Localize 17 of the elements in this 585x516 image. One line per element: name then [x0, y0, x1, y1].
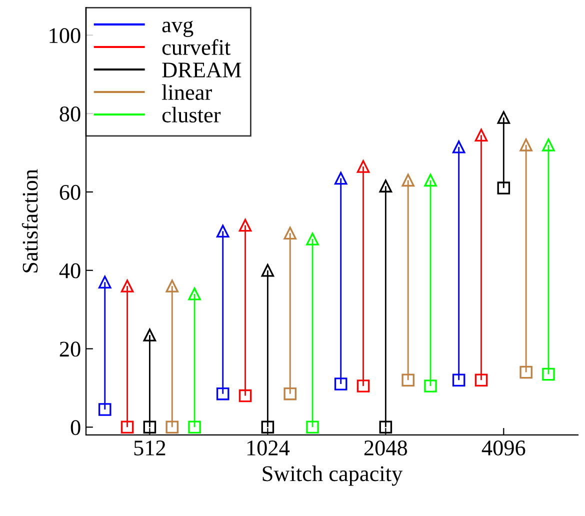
legend-label: cluster — [162, 106, 221, 123]
y-tick-label: 20 — [60, 342, 80, 357]
y-tick-label: 60 — [60, 184, 80, 200]
x-tick-label: 2048 — [364, 440, 408, 456]
x-tick-label: 512 — [134, 440, 166, 456]
legend-label: curvefit — [162, 39, 231, 55]
y-tick-label: 80 — [60, 106, 80, 122]
y-axis-title: Satisfaction — [22, 169, 38, 272]
x-axis-title: Switch capacity — [262, 466, 403, 486]
legend-label: avg — [162, 20, 194, 37]
y-tick-label: 100 — [50, 28, 80, 44]
x-tick-label: 1024 — [247, 440, 290, 456]
legend-label: linear — [162, 84, 212, 100]
legend-label: DREAM — [162, 62, 242, 78]
x-tick-label: 4096 — [482, 440, 526, 456]
y-tick-label: 0 — [70, 420, 80, 436]
y-tick-label: 40 — [59, 263, 80, 278]
